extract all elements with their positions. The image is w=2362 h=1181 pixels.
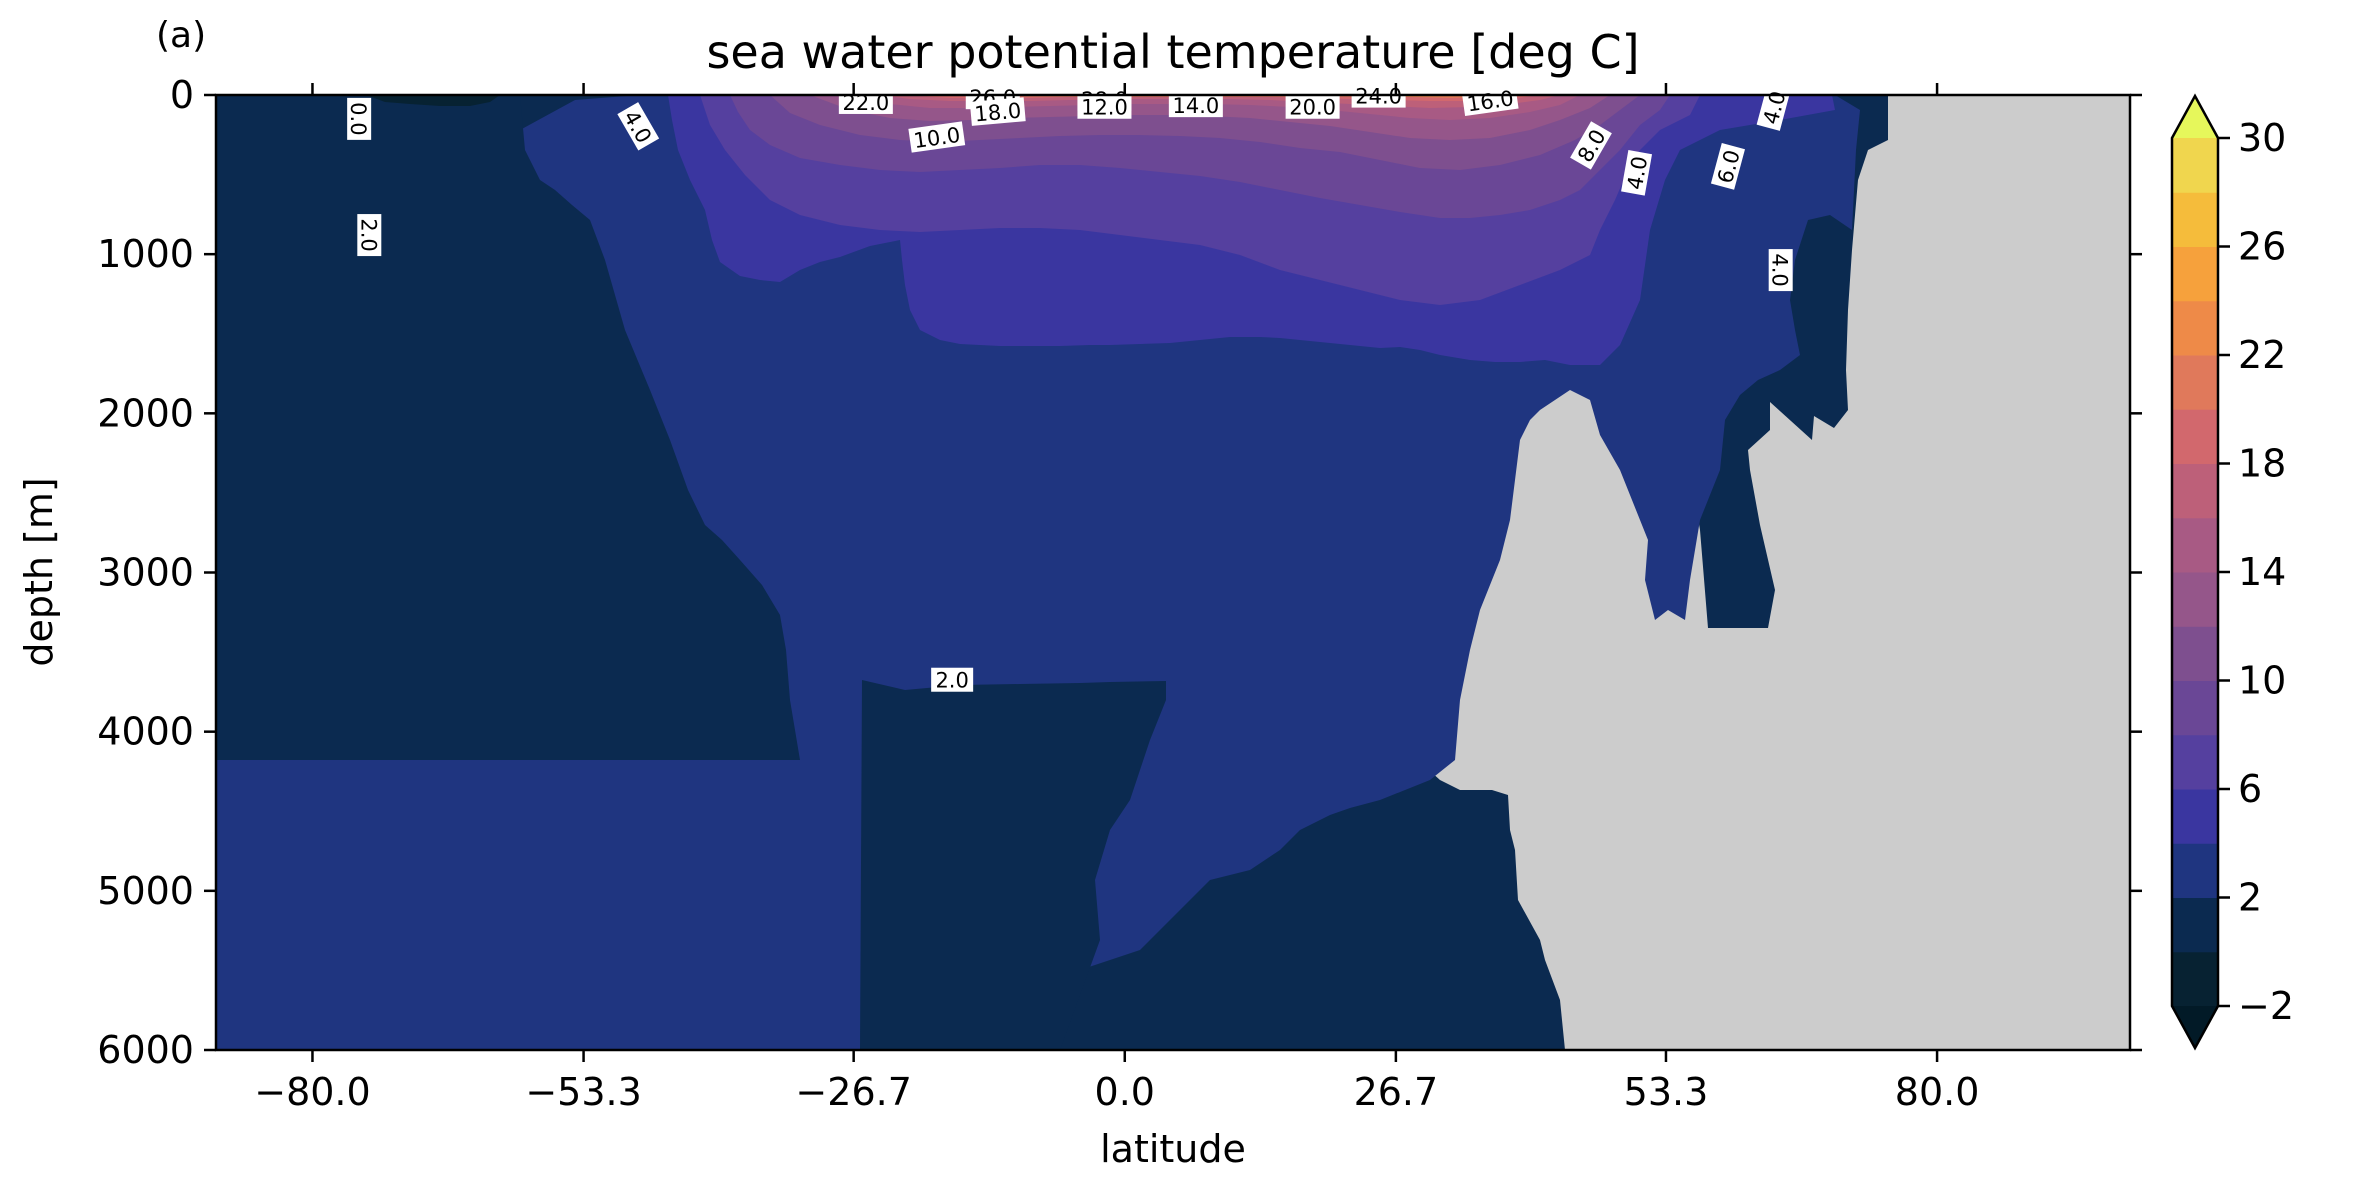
y-tick-label: 2000 [97, 391, 194, 435]
x-tick-label: 26.7 [1354, 1070, 1439, 1114]
y-tick-label: 4000 [97, 710, 194, 754]
colorbar-segment [2172, 517, 2218, 573]
contour-label-bg [1570, 121, 1612, 170]
contour-label-text: 4.0 [1623, 154, 1652, 191]
contour-label: 16.0 [1461, 84, 1519, 117]
panel-label: (a) [156, 15, 206, 56]
colorbar-segment [2172, 680, 2218, 736]
colorbar-segment [2172, 138, 2218, 193]
deep-cold-central [860, 680, 1166, 1050]
colorbar-segment [2172, 626, 2218, 681]
colorbar-segment [2172, 951, 2218, 1007]
contour-label: 18.0 [969, 97, 1026, 127]
contour-label-bg [357, 214, 382, 257]
y-axis-label: depth [m] [17, 477, 61, 666]
y-tick-label: 5000 [97, 869, 194, 913]
colorbar-segment [2172, 734, 2218, 790]
y-axis: 0 1000 2000 3000 4000 5000 6000 [97, 73, 2142, 1072]
contour-label: 22.0 [838, 89, 893, 115]
contour-label: 4.0 [1621, 150, 1653, 196]
chart-title: sea water potential temperature [deg C] [706, 25, 1639, 79]
contour-label-text: 14.0 [1172, 94, 1219, 118]
x-tick-label: −53.3 [525, 1070, 641, 1114]
y-tick-label: 0 [170, 73, 194, 117]
x-axis-label: latitude [1100, 1127, 1246, 1171]
contour-label-text: 24.0 [1355, 85, 1402, 109]
colorbar-tick-label: 2 [2238, 876, 2262, 920]
contour-label: 12.0 [1077, 94, 1132, 120]
y-tick-label: 6000 [97, 1028, 194, 1072]
contour-label-text: 2.0 [356, 218, 380, 251]
contour-label-bg [1768, 249, 1793, 292]
contour-label-bg [1621, 150, 1653, 196]
contour-label-bg [1168, 93, 1223, 118]
colorbar-segment [2172, 897, 2218, 953]
contour-labels: 0.02.04.022.010.026.018.028.012.014.020.… [346, 83, 1793, 693]
colorbar-segment [2172, 192, 2218, 247]
deep-cold-west [216, 95, 800, 760]
contour-label-bg [347, 97, 372, 140]
contour-label-bg [908, 121, 966, 153]
colorbar-segment [2172, 246, 2218, 302]
x-tick-label: 0.0 [1095, 1070, 1155, 1114]
contour-label-bg [969, 97, 1026, 126]
surface-cold-south [366, 95, 500, 106]
colorbar-segment [2172, 409, 2218, 464]
contour-label-bg [1077, 94, 1132, 119]
contour-label: 2.0 [356, 214, 382, 257]
colorbar-segment [2172, 355, 2218, 410]
colorbar-tick-label: 30 [2238, 116, 2286, 160]
contour-label-bg [1285, 94, 1340, 119]
colorbar-segment [2172, 843, 2218, 898]
contour-label-text: 18.0 [974, 99, 1023, 127]
colorbar-extend-bottom [2172, 1006, 2218, 1048]
contour-label-text: 20.0 [1289, 96, 1336, 120]
contour-label: 4.0 [1768, 249, 1793, 292]
x-tick-label: 80.0 [1895, 1070, 1980, 1114]
contour-label-bg [1461, 84, 1519, 117]
colorbar-segment [2172, 789, 2218, 844]
contour-label-text: 2.0 [935, 669, 968, 693]
colorbar-tick-label: 22 [2238, 333, 2286, 377]
colorbar-tick-label: 10 [2238, 659, 2286, 703]
x-axis: −80.0 −53.3 −26.7 0.0 26.7 53.3 80.0 [254, 83, 1979, 1114]
x-tick-label: 53.3 [1624, 1070, 1709, 1114]
x-tick-label: −26.7 [795, 1070, 911, 1114]
contour-label: 10.0 [908, 121, 966, 153]
contour-label: 20.0 [1285, 94, 1340, 120]
contour-label: 0.0 [346, 97, 372, 140]
contour-label: 14.0 [1168, 93, 1223, 118]
colorbar-tick-label: 6 [2238, 767, 2262, 811]
colorbar-segment [2172, 572, 2218, 627]
colorbar-segment [2172, 463, 2218, 519]
contour-label-text: 0.0 [346, 102, 370, 135]
colorbar-extend-top [2172, 96, 2218, 138]
colorbar-tick-label: −2 [2238, 984, 2294, 1028]
colorbar-tick-label: 26 [2238, 225, 2286, 269]
contour-label-text: 12.0 [1081, 96, 1128, 120]
contour-label-bg [1710, 142, 1745, 190]
y-tick-label: 3000 [97, 551, 194, 595]
colorbar-tick-label: 14 [2238, 550, 2286, 594]
contour-label-bg [931, 667, 974, 692]
y-tick-label: 1000 [97, 232, 194, 276]
x-tick-label: −80.0 [254, 1070, 370, 1114]
contour-label-bg [617, 102, 660, 151]
contour-label: 2.0 [931, 667, 974, 693]
contour-label-text: 4.0 [1768, 253, 1792, 286]
colorbar-segment [2172, 300, 2218, 356]
colorbar-tick-label: 18 [2238, 442, 2286, 486]
